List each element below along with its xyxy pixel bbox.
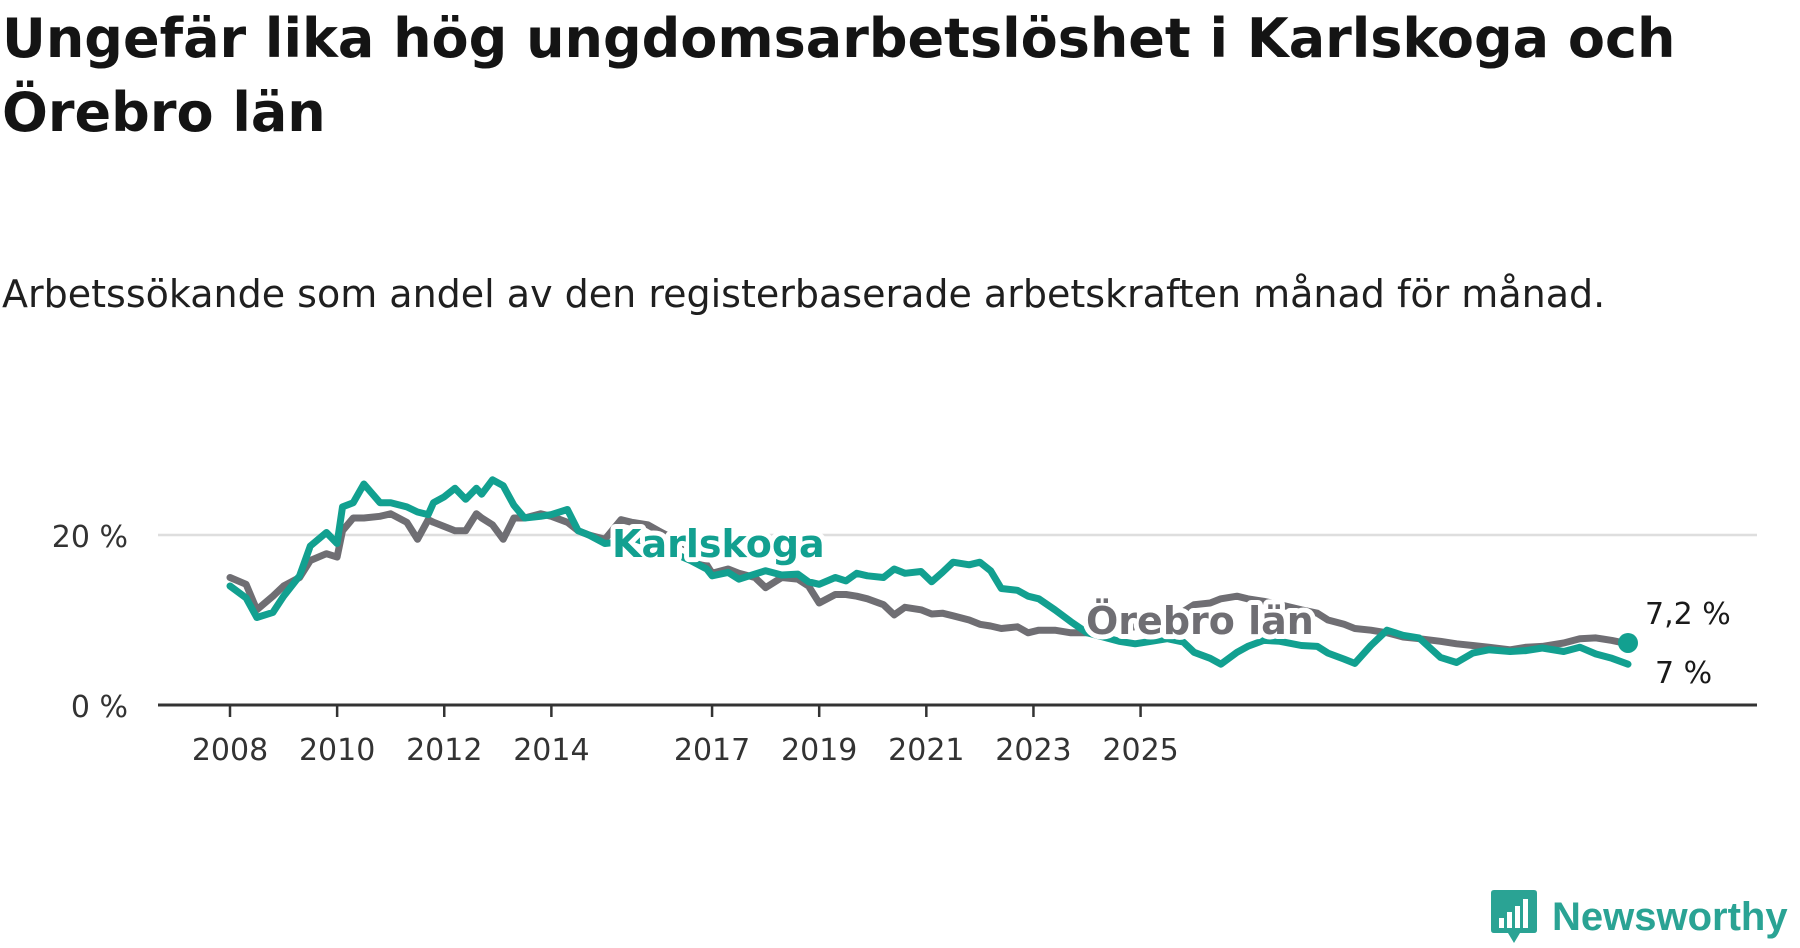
series-line-orebro — [226, 510, 1632, 654]
x-tick-label: 2021 — [888, 733, 964, 768]
x-axis-tick-labels: 2008 2010 2012 2014 2017 2019 2021 2023 2025 — [192, 705, 1179, 768]
x-tick-label: 2023 — [995, 733, 1071, 768]
x-tick-label: 2008 — [192, 733, 268, 768]
y-axis-tick-labels: 0 % 20 % — [52, 520, 128, 725]
end-value-label-karlskoga: 7 % — [1655, 656, 1712, 691]
end-value-label-karlskoga-halo: 7 % — [1655, 656, 1712, 691]
x-tick-label: 2017 — [674, 733, 750, 768]
end-value-label-orebro-halo: 7,2 % — [1645, 597, 1731, 632]
x-tick-label: 2012 — [406, 733, 482, 768]
x-tick-label: 2014 — [513, 733, 589, 768]
x-tick-label: 2025 — [1102, 733, 1178, 768]
series-lines — [226, 476, 1638, 668]
y-tick-label: 0 % — [71, 690, 128, 725]
series-end-marker-karlskoga — [1618, 632, 1638, 653]
series-name-orebro: Örebro län — [1086, 599, 1314, 643]
y-tick-label: 20 % — [52, 520, 128, 555]
x-tick-label: 2019 — [781, 733, 857, 768]
series-name-karlskoga-halo: Karlskoga — [612, 522, 825, 566]
chart-title: Ungefär lika hög ungdomsarbetslöshet i K… — [2, 7, 1676, 144]
series-name-orebro-halo: Örebro län — [1086, 599, 1314, 643]
newsworthy-logo-icon — [1491, 890, 1537, 943]
newsworthy-logo: Newsworthy — [1490, 888, 1788, 946]
x-tick-label: 2010 — [299, 733, 375, 768]
end-value-label-orebro: 7,2 % — [1645, 597, 1731, 632]
series-name-karlskoga: Karlskoga — [612, 522, 825, 566]
newsworthy-logo-text: Newsworthy — [1552, 894, 1788, 939]
chart-subtitle: Arbetssökande som andel av den registerb… — [2, 272, 1606, 316]
series-line-karlskoga — [226, 476, 1632, 668]
